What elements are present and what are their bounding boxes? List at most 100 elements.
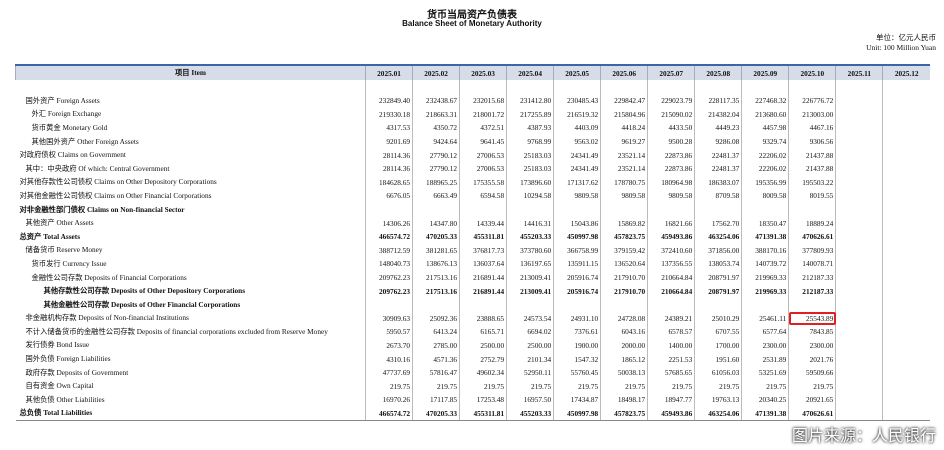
cell: 213680.60 [741, 107, 789, 122]
cell: 217513.16 [412, 270, 460, 285]
cell: 2000.00 [600, 338, 648, 353]
cell [882, 134, 930, 149]
cell [882, 325, 930, 339]
cell: 2500.00 [459, 338, 507, 353]
cell [506, 297, 554, 312]
column-header: 项目 Item [15, 64, 366, 80]
cell: 20340.25 [741, 393, 789, 407]
cell: 219.75 [741, 379, 789, 394]
cell: 463254.06 [694, 229, 742, 244]
cell [835, 161, 883, 176]
cell: 27006.53 [459, 148, 507, 162]
cell [788, 297, 836, 312]
table-row: 非金融机构存款 Deposits of Non-financial Instit… [16, 311, 930, 326]
cell: 377809.93 [788, 243, 836, 258]
watermark: 图片来源：人民银行 [791, 426, 936, 445]
cell: 195356.99 [741, 175, 789, 190]
cell: 22206.02 [741, 161, 789, 176]
cell: 184628.65 [364, 175, 413, 190]
cell [882, 284, 930, 298]
cell [364, 80, 413, 94]
row-label: 对其他存款性公司债权 Claims on Other Depository Co… [19, 177, 217, 187]
cell [882, 229, 930, 244]
cell: 2673.70 [364, 338, 413, 353]
cell: 178780.75 [600, 175, 648, 190]
row-label: 外汇 Foreign Exchange [31, 109, 102, 119]
cell: 216891.44 [459, 284, 507, 298]
cell: 5950.57 [364, 325, 413, 339]
cell: 180964.98 [647, 175, 695, 190]
cell: 219.75 [364, 379, 413, 394]
cell: 229023.79 [647, 94, 695, 108]
cell [882, 257, 930, 271]
cell: 15869.82 [600, 216, 648, 230]
cell [835, 121, 883, 135]
cell: 455203.33 [506, 229, 554, 244]
table-row: 国外负债 Foreign Liabilities 4310.16 4571.36 27… [16, 352, 930, 366]
cell [459, 202, 507, 217]
cell: 388712.59 [364, 243, 413, 258]
cell: 24931.10 [553, 311, 601, 326]
column-header: 2025.12 [882, 64, 930, 80]
cell: 18498.17 [600, 393, 648, 407]
cell: 22873.86 [647, 148, 695, 162]
cell: 27006.53 [459, 161, 507, 176]
cell: 471391.38 [741, 229, 789, 244]
table-row: 金融性公司存款 Deposits of Financial Corporatio… [16, 270, 930, 285]
cell: 213003.00 [788, 107, 836, 122]
cell [882, 216, 930, 230]
cell: 2531.89 [741, 352, 789, 366]
cell: 4317.53 [364, 121, 413, 135]
unit-en: Unit: 100 Million Yuan [866, 43, 936, 52]
cell: 138053.74 [694, 257, 742, 271]
table-row: 国外资产 Foreign Assets 232849.40 232438.67 232… [16, 94, 930, 108]
cell: 52950.11 [506, 365, 554, 380]
cell: 22481.37 [694, 148, 742, 162]
column-header: 2025.01 [364, 64, 413, 80]
cell: 136037.64 [459, 257, 507, 271]
cell: 9286.08 [694, 134, 742, 149]
cell: 6663.49 [412, 189, 460, 203]
column-header: 2025.08 [694, 64, 742, 80]
cell: 2300.00 [788, 338, 836, 353]
cell [506, 202, 554, 217]
cell: 4387.93 [506, 121, 554, 135]
table-row: 外汇 Foreign Exchange 219330.18 218663.31 218… [16, 107, 930, 122]
cell [412, 202, 460, 217]
cell [835, 406, 883, 422]
cell: 57816.47 [412, 365, 460, 380]
cell: 6707.55 [694, 325, 742, 339]
cell: 232015.68 [459, 94, 507, 108]
cell [882, 297, 930, 312]
cell: 22873.86 [647, 161, 695, 176]
cell [882, 94, 930, 108]
cell: 4372.51 [459, 121, 507, 135]
cell: 9641.45 [459, 134, 507, 149]
cell [647, 202, 695, 217]
cell: 195503.22 [788, 175, 836, 190]
cell: 7843.85 [788, 325, 836, 339]
cell [835, 338, 883, 353]
cell: 218001.72 [459, 107, 507, 122]
cell: 9306.56 [788, 134, 836, 149]
cell: 227468.32 [741, 94, 789, 108]
cell: 20921.65 [788, 393, 836, 407]
cell: 136197.65 [506, 257, 554, 271]
cell: 219.75 [600, 379, 648, 394]
unit-cn: 单位：亿元人民币 [876, 33, 936, 42]
cell: 175355.58 [459, 175, 507, 190]
cell: 23521.14 [600, 161, 648, 176]
cell: 379159.42 [600, 243, 648, 258]
cell [741, 80, 789, 94]
cell: 24341.49 [553, 148, 601, 162]
cell: 2251.53 [647, 352, 695, 366]
cell: 373780.60 [506, 243, 554, 258]
row-label: 对其他金融性公司债权 Claims on Other Financial Cor… [19, 190, 212, 200]
cell: 4467.16 [788, 121, 836, 135]
cell: 219330.18 [364, 107, 413, 122]
cell [835, 270, 883, 285]
cell [506, 80, 554, 94]
cell: 6578.57 [647, 325, 695, 339]
cell: 6676.05 [364, 189, 413, 203]
row-label: 国外负债 Foreign Liabilities [25, 354, 111, 364]
